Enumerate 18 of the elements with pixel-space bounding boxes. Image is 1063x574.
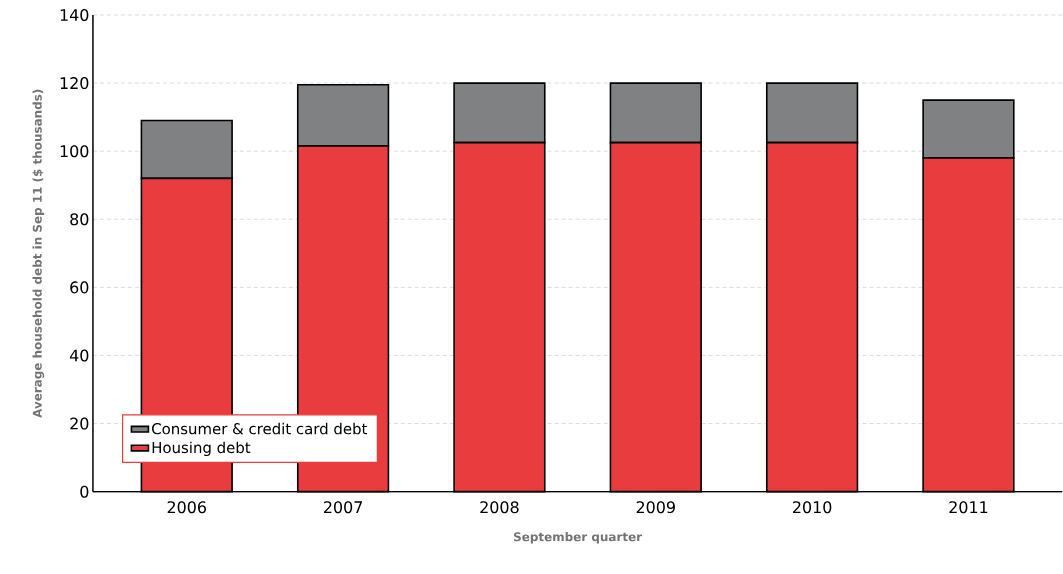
legend-label: Consumer & credit card debt xyxy=(152,423,368,435)
x-axis-title: September quarter xyxy=(513,532,643,544)
y-tick-label: 140 xyxy=(60,9,89,22)
y-axis-title: Average household debt in Sep 11 ($ thousands) xyxy=(32,89,45,419)
x-tick-label: 2009 xyxy=(636,501,675,514)
legend-label: Housing debt xyxy=(152,441,251,457)
y-tick-label: 60 xyxy=(70,281,89,294)
x-tick-label: 2011 xyxy=(949,501,988,514)
x-tick-label: 2008 xyxy=(480,501,519,514)
y-tick-label: 0 xyxy=(80,485,89,498)
y-tick-label: 20 xyxy=(70,417,89,430)
y-tick-label: 80 xyxy=(70,213,89,226)
y-tick-label: 40 xyxy=(69,349,89,362)
x-tick-label: 2006 xyxy=(167,501,206,514)
x-tick-label: 2007 xyxy=(323,501,362,514)
y-tick-label: 100 xyxy=(60,145,89,158)
x-tick-label: 2010 xyxy=(793,501,832,514)
y-tick-label: 120 xyxy=(60,77,89,90)
